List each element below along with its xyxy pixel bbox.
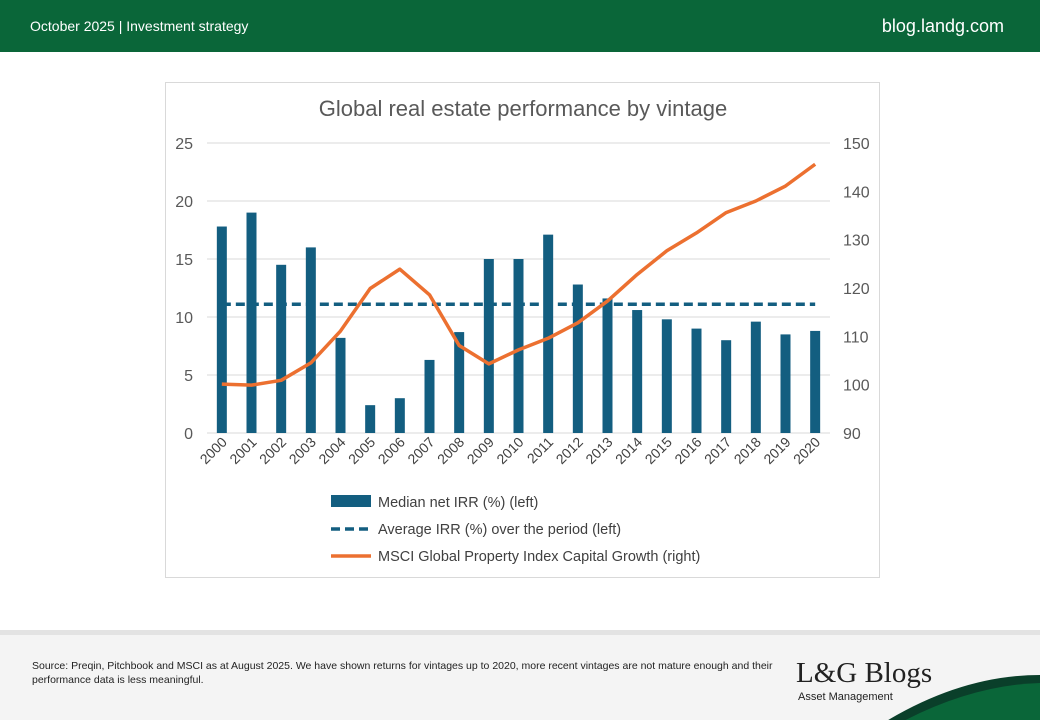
x-axis-tick: 2020 <box>790 434 823 467</box>
legend-label: Median net IRR (%) (left) <box>378 495 538 511</box>
bar-2018 <box>750 321 761 433</box>
msci-growth-line <box>221 162 817 387</box>
bar-2003 <box>305 247 316 433</box>
x-axis-tick: 2011 <box>524 434 557 467</box>
bar-2012 <box>572 284 583 433</box>
x-axis-tick: 2003 <box>286 434 319 467</box>
left-axis-tick: 20 <box>175 194 193 211</box>
chart-container: Global real estate performance by vintag… <box>165 82 880 578</box>
legend-label: Average IRR (%) over the period (left) <box>378 522 621 538</box>
header: October 2025 | Investment strategy blog.… <box>0 0 1040 52</box>
bar-2015 <box>661 319 672 433</box>
left-axis-tick: 0 <box>184 426 193 443</box>
x-axis-tick: 2017 <box>701 434 734 467</box>
x-axis-tick: 2007 <box>404 434 437 467</box>
bar-2016 <box>691 328 702 433</box>
x-axis-tick: 2001 <box>226 434 259 467</box>
logo-subtitle: Asset Management <box>798 691 893 703</box>
x-axis-tick: 2002 <box>256 434 289 467</box>
site-link[interactable]: blog.landg.com <box>881 16 1004 36</box>
right-axis-tick: 150 <box>843 136 870 153</box>
bar-2006 <box>394 398 405 433</box>
bar-2011 <box>543 234 554 433</box>
x-axis-tick: 2019 <box>760 434 793 467</box>
x-axis-tick: 2014 <box>612 434 645 467</box>
bar-2008 <box>454 332 465 433</box>
bar-2019 <box>780 334 791 433</box>
bar-2004 <box>335 337 346 433</box>
x-axis-tick: 2013 <box>582 434 615 467</box>
legend-bar-swatch <box>331 495 371 507</box>
x-axis-tick: 2008 <box>434 434 467 467</box>
right-axis-tick: 110 <box>843 329 869 346</box>
bar-2020 <box>810 330 821 433</box>
chart-title: Global real estate performance by vintag… <box>319 96 727 121</box>
bar-2014 <box>632 310 643 433</box>
logo-swoosh <box>888 675 1040 720</box>
x-axis-tick: 2009 <box>464 434 497 467</box>
bar-2002 <box>276 264 287 433</box>
logo: L&G Blogs <box>796 657 933 689</box>
x-axis-tick: 2016 <box>671 434 704 467</box>
x-axis-tick: 2006 <box>375 434 408 467</box>
bar-2007 <box>424 359 435 433</box>
right-axis-tick: 100 <box>843 378 870 395</box>
x-axis-tick: 2018 <box>731 434 764 467</box>
chart: Global real estate performance by vintag… <box>175 96 870 565</box>
bar-2010 <box>513 259 524 433</box>
right-axis-tick: 120 <box>843 281 870 298</box>
bar-2009 <box>483 259 494 433</box>
x-axis-tick: 2015 <box>642 434 675 467</box>
x-axis-tick: 2010 <box>493 434 526 467</box>
x-axis-tick: 2000 <box>197 434 230 467</box>
left-axis-tick: 5 <box>184 368 193 385</box>
legend-label: MSCI Global Property Index Capital Growt… <box>378 549 700 565</box>
x-axis-tick: 2004 <box>315 434 348 467</box>
bar-2013 <box>602 298 613 433</box>
right-axis-tick: 140 <box>843 184 870 201</box>
left-axis-tick: 10 <box>175 310 193 327</box>
bar-2005 <box>365 405 376 433</box>
bar-2000 <box>216 226 227 433</box>
x-axis-tick: 2012 <box>553 434 586 467</box>
bar-2017 <box>721 340 732 433</box>
x-axis-tick: 2005 <box>345 434 378 467</box>
right-axis-tick: 90 <box>843 426 861 443</box>
bar-2001 <box>246 212 257 433</box>
right-axis-tick: 130 <box>843 233 870 250</box>
header-date-category: October 2025 | Investment strategy <box>30 18 249 34</box>
footer: Source: Preqin, Pitchbook and MSCI as at… <box>0 630 1040 720</box>
left-axis-tick: 25 <box>175 136 193 153</box>
source-note: Source: Preqin, Pitchbook and MSCI as at… <box>32 660 773 686</box>
left-axis-tick: 15 <box>175 252 193 269</box>
